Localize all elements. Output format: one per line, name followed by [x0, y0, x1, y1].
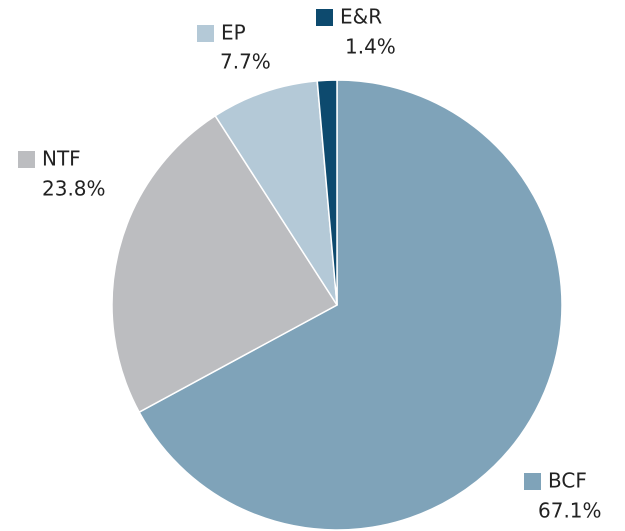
category-label: E&R [340, 5, 382, 29]
category-label: NTF [42, 147, 81, 171]
legend-swatch [524, 473, 541, 490]
value-label: 67.1% [538, 499, 602, 523]
value-label: 1.4% [345, 35, 396, 59]
pie-slice [316, 79, 338, 306]
category-label: BCF [548, 469, 587, 493]
category-label: EP [221, 21, 246, 45]
pie-slice [138, 79, 563, 531]
legend-swatch [18, 151, 35, 168]
value-label: 23.8% [42, 177, 106, 201]
pie-slice [214, 80, 338, 306]
value-label: 7.7% [220, 50, 271, 74]
legend-swatch [197, 25, 214, 42]
pie-slice [111, 114, 339, 414]
legend-swatch [316, 9, 333, 26]
